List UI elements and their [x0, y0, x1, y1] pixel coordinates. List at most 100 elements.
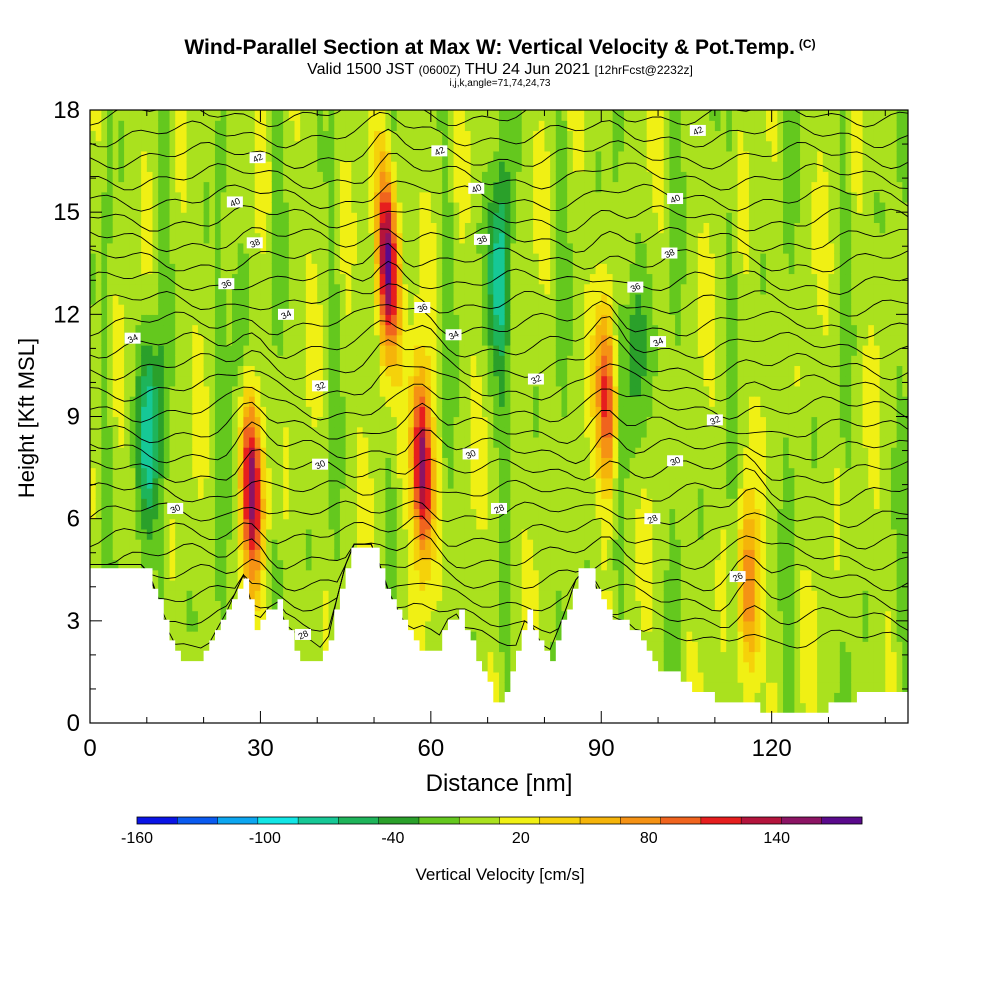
velocity-cell [391, 304, 398, 315]
velocity-cell [175, 590, 182, 601]
velocity-cell [391, 191, 398, 203]
velocity-cell [504, 293, 511, 305]
velocity-cell [374, 212, 381, 223]
velocity-cell [419, 171, 426, 183]
velocity-cell [328, 181, 335, 193]
velocity-cell [391, 579, 398, 591]
velocity-cell [499, 671, 506, 683]
velocity-cell [322, 273, 330, 285]
velocity-cell [487, 426, 494, 438]
velocity-cell [510, 273, 517, 285]
velocity-cell [555, 610, 563, 622]
velocity-cell [470, 590, 477, 601]
velocity-cell [436, 344, 443, 356]
velocity-cell [124, 140, 131, 152]
velocity-cell [197, 590, 205, 601]
velocity-cell [95, 150, 102, 162]
velocity-cell [391, 232, 398, 244]
velocity-cell [396, 273, 404, 285]
velocity-cell [271, 263, 279, 275]
velocity-cell [243, 477, 250, 489]
velocity-cell [95, 416, 102, 428]
velocity-cell [487, 212, 494, 223]
velocity-cell [470, 365, 477, 377]
velocity-cell [447, 283, 455, 295]
velocity-cell [249, 375, 256, 387]
velocity-cell [447, 385, 455, 397]
velocity-cell [146, 222, 154, 234]
velocity-cell [129, 436, 137, 448]
velocity-cell [447, 293, 455, 305]
velocity-cell [538, 406, 546, 418]
velocity-cell [214, 120, 222, 132]
velocity-cell [237, 579, 244, 591]
velocity-cell [533, 334, 540, 346]
velocity-cell [243, 365, 250, 377]
velocity-cell [538, 620, 546, 632]
velocity-cell [436, 283, 443, 295]
velocity-cell [430, 641, 438, 653]
velocity-cell [374, 406, 381, 418]
velocity-cell [351, 242, 358, 254]
velocity-cell [311, 406, 318, 418]
velocity-cell [192, 355, 199, 367]
velocity-cell [413, 385, 421, 397]
velocity-cell [317, 569, 324, 581]
velocity-cell [129, 344, 137, 356]
velocity-cell [555, 304, 563, 315]
velocity-cell [385, 406, 392, 418]
velocity-cell [322, 263, 330, 275]
velocity-cell [152, 559, 159, 571]
velocity-cell [271, 242, 279, 254]
velocity-cell [356, 263, 364, 275]
velocity-cell [419, 355, 426, 367]
velocity-cell [101, 161, 108, 172]
velocity-cell [442, 324, 449, 336]
velocity-cell [107, 467, 114, 479]
velocity-cell [271, 396, 279, 407]
velocity-cell [214, 528, 222, 540]
velocity-cell [254, 436, 262, 448]
velocity-cell [277, 140, 284, 152]
velocity-cell [146, 273, 154, 285]
velocity-cell [197, 181, 205, 193]
velocity-cell [374, 426, 381, 438]
velocity-cell [425, 477, 432, 489]
velocity-cell [294, 283, 301, 295]
velocity-cell [214, 375, 222, 387]
velocity-cell [464, 314, 472, 326]
velocity-cell [351, 385, 358, 397]
velocity-cell [527, 488, 534, 499]
velocity-cell [379, 539, 386, 550]
velocity-cell [356, 488, 364, 499]
velocity-cell [112, 253, 119, 264]
velocity-cell [203, 498, 210, 510]
velocity-cell [538, 590, 546, 601]
velocity-cell [345, 559, 352, 571]
velocity-cell [158, 467, 165, 479]
velocity-cell [266, 447, 273, 458]
velocity-cell [499, 171, 506, 183]
velocity-cell [271, 171, 279, 183]
velocity-cell [95, 508, 102, 520]
velocity-cell [555, 375, 563, 387]
velocity-cell [322, 426, 330, 438]
velocity-cell [453, 579, 460, 591]
velocity-cell [436, 232, 443, 244]
velocity-cell [356, 334, 364, 346]
velocity-cell [464, 426, 472, 438]
velocity-cell [124, 355, 131, 367]
velocity-cell [521, 518, 528, 530]
velocity-cell [186, 539, 193, 550]
velocity-cell [197, 334, 205, 346]
velocity-cell [391, 436, 398, 448]
velocity-cell [430, 232, 438, 244]
velocity-cell [152, 263, 159, 275]
velocity-cell [214, 477, 222, 489]
velocity-cell [362, 263, 369, 275]
velocity-cell [538, 344, 546, 356]
velocity-cell [379, 222, 386, 234]
velocity-cell [442, 110, 449, 121]
velocity-cell [413, 253, 421, 264]
velocity-cell [209, 212, 216, 223]
